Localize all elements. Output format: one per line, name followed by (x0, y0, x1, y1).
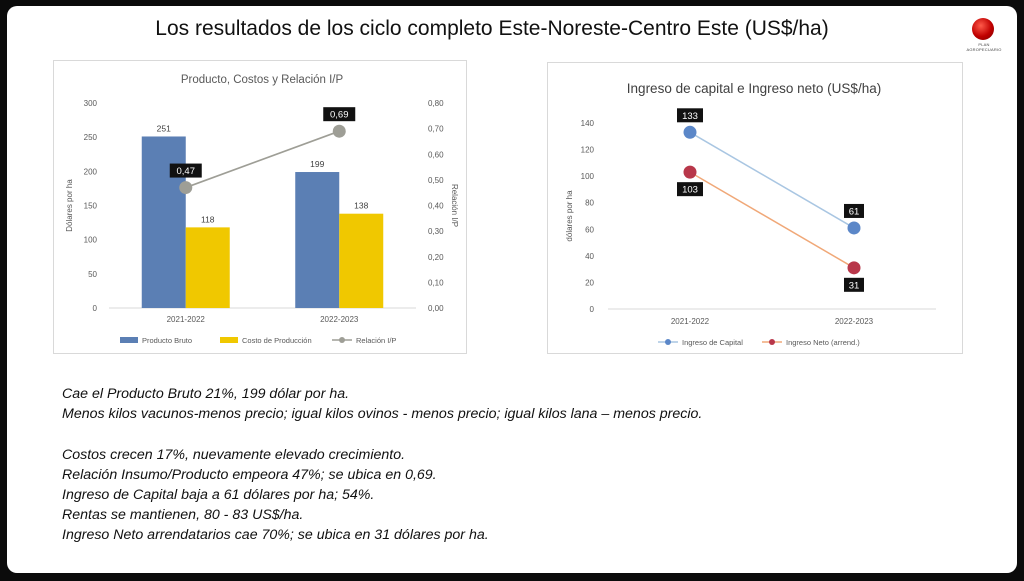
x-tick-label: 2022-2023 (320, 315, 359, 324)
legend-marker-relacion (339, 337, 345, 343)
series-data-label-box (844, 203, 864, 218)
chart-panel-producto-costos: Producto, Costos y Relación I/P 0 50 100 150… (53, 60, 467, 354)
y-tick-label: 50 (88, 270, 97, 279)
notes-text: Cae el Producto Bruto 21%, 199 dólar por… (62, 384, 702, 546)
y2-tick-label: 0,60 (428, 150, 444, 159)
chart-panel-ingresos: Ingreso de capital e Ingreso neto (US$/h… (547, 62, 963, 354)
y2-axis-label: Relación I/P (450, 184, 459, 227)
legend-label-ingreso-capital: Ingreso de Capital (682, 338, 743, 347)
series-data-label-box (677, 182, 703, 197)
legend-label-ingreso-neto: Ingreso Neto (arrend.) (786, 338, 860, 347)
y-tick-label: 250 (84, 133, 98, 142)
note-line: Costos crecen 17%, nuevamente elevado cr… (62, 446, 406, 463)
chart-title: Producto, Costos y Relación I/P (181, 74, 344, 86)
legend-swatch-producto-bruto (120, 337, 138, 343)
legend-swatch-costo-produccion (220, 337, 238, 343)
series-data-label: 103 (682, 185, 698, 196)
series-data-label: 133 (682, 111, 698, 122)
series-point-ingreso-capital (847, 221, 861, 235)
y2-tick-label: 0,00 (428, 304, 444, 313)
legend-label-producto-bruto: Producto Bruto (142, 336, 192, 345)
series-data-label-box (844, 277, 864, 292)
y-tick-label: 20 (585, 278, 594, 287)
bar-costo-produccion (185, 227, 230, 308)
y-axis-label: Dólares por ha (65, 179, 74, 232)
bar-data-label: 251 (157, 123, 171, 133)
relacion-data-label: 0,69 (330, 110, 349, 121)
bar-data-label: 138 (354, 201, 368, 211)
relacion-data-label: 0,47 (177, 166, 196, 177)
legend-marker-ingreso-capital (665, 339, 671, 345)
x-tick-label: 2022-2023 (835, 317, 874, 326)
chart-ingreso-capital-neto: Ingreso de capital e Ingreso neto (US$/h… (565, 81, 936, 347)
series-point-ingreso-capital (683, 125, 697, 139)
y-axis-label: dólares por ha (565, 190, 574, 242)
chart-title: Ingreso de capital e Ingreso neto (US$/h… (627, 81, 881, 96)
y-tick-label: 200 (84, 167, 98, 176)
y2-tick-label: 0,20 (428, 253, 444, 262)
relacion-data-label-box (323, 107, 356, 122)
bar-producto-bruto (141, 136, 186, 308)
y-tick-label: 300 (84, 99, 98, 108)
legend-label-relacion: Relación I/P (356, 336, 396, 345)
y-tick-label: 120 (581, 146, 595, 155)
note-line: Ingreso de Capital baja a 61 dólares por… (62, 486, 375, 503)
y-tick-label: 0 (93, 304, 98, 313)
slide-title: Los resultados de los ciclo completo Est… (155, 17, 829, 40)
y-tick-label: 80 (585, 199, 594, 208)
y-tick-label: 100 (84, 236, 98, 245)
logo-disc-icon (972, 18, 994, 40)
y-tick-label: 140 (581, 119, 595, 128)
series-data-label: 31 (849, 280, 860, 291)
series-line-ingreso-capital (689, 131, 855, 229)
series-data-label: 61 (849, 206, 860, 217)
note-line: Relación Insumo/Producto empeora 47%; se… (62, 466, 437, 483)
bar-data-label: 199 (310, 159, 324, 169)
y-tick-label: 100 (581, 172, 595, 181)
y-tick-label: 40 (585, 252, 594, 261)
note-line (62, 424, 702, 444)
series-data-label-box (677, 108, 703, 123)
plan-agropecuario-logo: PLAN AGROPECUARIO (965, 18, 1005, 52)
y2-tick-label: 0,40 (428, 202, 444, 211)
series-point-ingreso-neto (847, 261, 861, 275)
slide: Los resultados de los ciclo completo Est… (7, 6, 1017, 573)
bar-costo-produccion (339, 213, 384, 308)
y2-tick-label: 0,50 (428, 176, 444, 185)
y2-tick-label: 0,80 (428, 99, 444, 108)
y-tick-label: 150 (84, 202, 98, 211)
y-tick-label: 60 (585, 225, 594, 234)
x-tick-label: 2021-2022 (671, 317, 710, 326)
relacion-point (179, 181, 193, 195)
chart-producto-costos-relacion: Producto, Costos y Relación I/P 0 50 100 150… (65, 74, 459, 345)
y2-tick-label: 0,10 (428, 278, 444, 287)
legend-label-costo-produccion: Costo de Producción (242, 336, 312, 345)
relacion-line (185, 130, 340, 189)
bar-producto-bruto (295, 172, 340, 308)
legend-marker-ingreso-neto (769, 339, 775, 345)
series-line-ingreso-neto (689, 171, 855, 269)
relacion-point (332, 124, 346, 138)
y2-tick-label: 0,70 (428, 125, 444, 134)
y-tick-label: 0 (590, 305, 595, 314)
x-tick-label: 2021-2022 (167, 315, 206, 324)
bar-data-label: 118 (201, 214, 215, 224)
note-line: Menos kilos vacunos-menos precio; igual … (62, 406, 703, 423)
note-line: Rentas se mantienen, 80 - 83 US$/ha. (62, 507, 304, 524)
relacion-data-label-box (169, 163, 202, 178)
y2-tick-label: 0,30 (428, 227, 444, 236)
logo-text: PLAN AGROPECUARIO (966, 42, 1002, 52)
series-point-ingreso-neto (683, 165, 697, 179)
note-line: Ingreso Neto arrendatarios cae 70%; se u… (62, 527, 489, 544)
note-line: Cae el Producto Bruto 21%, 199 dólar por… (62, 386, 350, 402)
